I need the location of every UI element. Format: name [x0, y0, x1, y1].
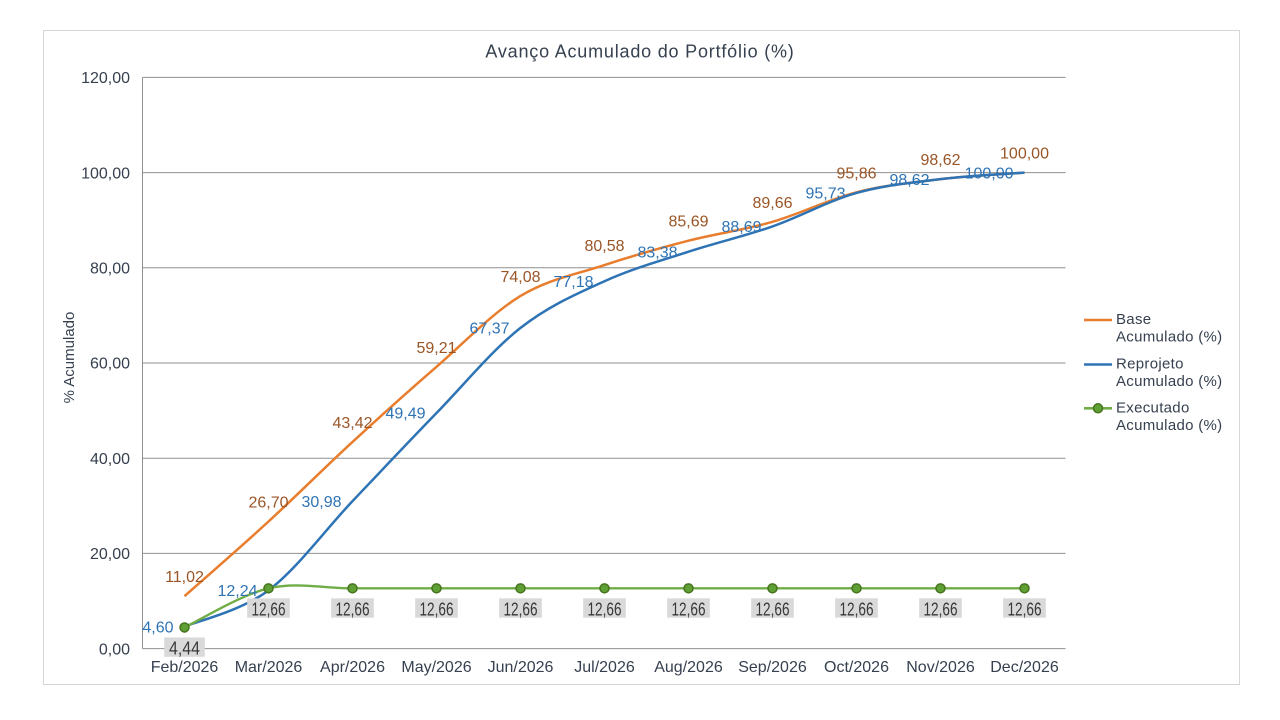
svg-text:Feb/2026: Feb/2026: [151, 659, 219, 676]
svg-text:May/2026: May/2026: [401, 659, 471, 676]
svg-text:30,98: 30,98: [301, 494, 341, 511]
svg-text:11,02: 11,02: [165, 569, 204, 586]
svg-text:20,00: 20,00: [90, 546, 130, 563]
svg-text:12,66: 12,66: [756, 600, 790, 620]
svg-text:Executado: Executado: [1116, 399, 1190, 416]
svg-text:Nov/2026: Nov/2026: [906, 659, 975, 676]
svg-text:67,37: 67,37: [469, 321, 509, 338]
svg-text:43,42: 43,42: [332, 415, 372, 432]
svg-text:12,24: 12,24: [217, 583, 257, 600]
svg-text:4,44: 4,44: [169, 639, 200, 659]
svg-text:74,08: 74,08: [500, 269, 540, 286]
svg-text:83,38: 83,38: [637, 244, 677, 261]
svg-text:77,18: 77,18: [553, 274, 593, 291]
svg-text:100,00: 100,00: [965, 165, 1014, 182]
svg-text:88,69: 88,69: [721, 219, 761, 236]
svg-text:Mar/2026: Mar/2026: [235, 659, 303, 676]
svg-text:Oct/2026: Oct/2026: [824, 659, 889, 676]
svg-text:12,66: 12,66: [588, 600, 622, 620]
svg-text:12,66: 12,66: [672, 600, 706, 620]
svg-text:Dec/2026: Dec/2026: [990, 659, 1059, 676]
svg-text:12,66: 12,66: [1008, 600, 1042, 620]
svg-text:12,66: 12,66: [420, 600, 454, 620]
svg-text:95,73: 95,73: [805, 186, 845, 203]
svg-text:100,00: 100,00: [81, 165, 130, 182]
svg-text:98,62: 98,62: [920, 152, 960, 169]
svg-text:26,70: 26,70: [248, 495, 288, 512]
svg-text:Acumulado (%): Acumulado (%): [1116, 417, 1222, 434]
svg-text:% Acumulado: % Acumulado: [61, 312, 78, 404]
svg-text:Jun/2026: Jun/2026: [488, 659, 554, 676]
svg-text:Acumulado (%): Acumulado (%): [1116, 329, 1222, 346]
svg-text:Avanço Acumulado do Portfólio: Avanço Acumulado do Portfólio (%): [485, 42, 794, 62]
svg-text:0,00: 0,00: [99, 641, 130, 658]
svg-text:60,00: 60,00: [90, 356, 130, 373]
svg-text:12,66: 12,66: [504, 600, 538, 620]
svg-text:4,60: 4,60: [142, 619, 173, 636]
svg-text:95,86: 95,86: [836, 165, 876, 182]
svg-text:80,00: 80,00: [90, 261, 130, 278]
svg-text:40,00: 40,00: [90, 451, 130, 468]
svg-text:Jul/2026: Jul/2026: [574, 659, 635, 676]
svg-text:12,66: 12,66: [924, 600, 958, 620]
svg-text:12,66: 12,66: [840, 600, 874, 620]
svg-text:12,66: 12,66: [252, 600, 286, 620]
svg-text:59,21: 59,21: [416, 340, 456, 357]
svg-text:100,00: 100,00: [1000, 146, 1049, 163]
svg-text:Acumulado (%): Acumulado (%): [1116, 373, 1222, 390]
svg-text:49,49: 49,49: [385, 406, 425, 423]
svg-text:80,58: 80,58: [584, 238, 624, 255]
svg-text:120,00: 120,00: [81, 70, 130, 87]
svg-text:89,66: 89,66: [752, 195, 792, 212]
svg-text:Base: Base: [1116, 311, 1151, 328]
svg-text:85,69: 85,69: [668, 214, 708, 231]
svg-text:98,62: 98,62: [889, 172, 929, 189]
svg-text:Apr/2026: Apr/2026: [320, 659, 385, 676]
svg-text:12,66: 12,66: [336, 600, 370, 620]
svg-text:Sep/2026: Sep/2026: [738, 659, 807, 676]
svg-text:Reprojeto: Reprojeto: [1116, 356, 1184, 373]
svg-text:Aug/2026: Aug/2026: [654, 659, 723, 676]
